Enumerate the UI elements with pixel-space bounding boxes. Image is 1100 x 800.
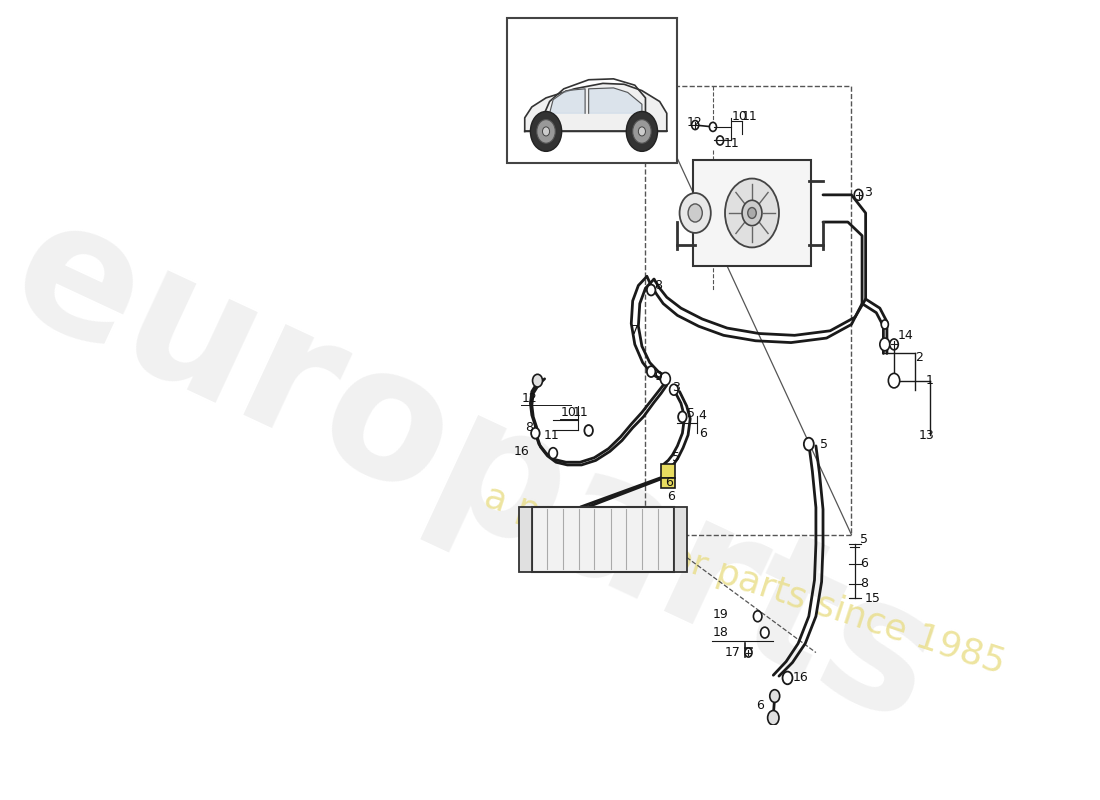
Text: europarts: europarts: [0, 181, 965, 762]
Circle shape: [678, 411, 686, 422]
Circle shape: [670, 384, 678, 395]
Text: 5: 5: [686, 406, 695, 420]
Text: 14: 14: [898, 329, 913, 342]
Text: 5: 5: [672, 451, 681, 464]
Text: 2: 2: [915, 351, 923, 365]
Polygon shape: [525, 83, 667, 131]
Circle shape: [530, 111, 562, 151]
FancyBboxPatch shape: [531, 506, 674, 572]
Circle shape: [638, 127, 646, 136]
Circle shape: [880, 338, 890, 350]
FancyBboxPatch shape: [661, 478, 675, 489]
Circle shape: [531, 428, 540, 438]
Text: 6: 6: [667, 490, 674, 503]
Circle shape: [804, 438, 814, 450]
Text: 1: 1: [926, 374, 934, 387]
Circle shape: [716, 136, 724, 145]
Circle shape: [770, 690, 780, 702]
Circle shape: [855, 190, 862, 200]
Polygon shape: [588, 88, 642, 114]
Circle shape: [760, 627, 769, 638]
FancyBboxPatch shape: [674, 506, 686, 572]
Text: 18: 18: [712, 626, 728, 639]
Text: 11: 11: [724, 137, 739, 150]
Text: 11: 11: [543, 429, 559, 442]
Circle shape: [632, 120, 651, 143]
Text: 12: 12: [521, 392, 537, 406]
FancyBboxPatch shape: [661, 464, 675, 478]
Text: a passion for parts since 1985: a passion for parts since 1985: [481, 479, 1010, 681]
Text: 16: 16: [514, 445, 530, 458]
Text: 16: 16: [792, 671, 808, 685]
Circle shape: [745, 648, 752, 657]
Circle shape: [889, 374, 900, 388]
Text: 11: 11: [742, 110, 758, 122]
Circle shape: [881, 320, 889, 329]
Circle shape: [542, 127, 550, 136]
Text: 17: 17: [725, 646, 741, 659]
Circle shape: [680, 193, 711, 233]
Text: 10: 10: [560, 406, 576, 419]
Circle shape: [647, 366, 656, 377]
Polygon shape: [550, 89, 585, 114]
Circle shape: [710, 122, 716, 131]
Circle shape: [742, 200, 762, 226]
Text: 7: 7: [631, 324, 639, 338]
Text: 19: 19: [712, 608, 728, 621]
Text: 3: 3: [672, 382, 680, 394]
Circle shape: [660, 373, 670, 385]
Text: 8: 8: [860, 577, 868, 590]
Circle shape: [689, 204, 702, 222]
Circle shape: [782, 671, 792, 684]
Text: 8: 8: [525, 422, 532, 434]
Text: 11: 11: [573, 406, 588, 419]
Circle shape: [692, 121, 698, 130]
Text: 13: 13: [918, 429, 935, 442]
Text: 10: 10: [733, 110, 748, 122]
Circle shape: [725, 178, 779, 247]
Text: 9: 9: [654, 370, 662, 382]
Circle shape: [584, 425, 593, 436]
Text: 5: 5: [821, 438, 828, 450]
Circle shape: [626, 111, 658, 151]
Circle shape: [549, 448, 558, 458]
Text: 6: 6: [757, 698, 764, 711]
Text: 5: 5: [860, 533, 868, 546]
FancyBboxPatch shape: [507, 18, 678, 163]
Text: 3: 3: [865, 186, 872, 198]
Text: 12: 12: [686, 116, 703, 129]
Text: 8: 8: [654, 279, 662, 292]
Circle shape: [537, 120, 556, 143]
Circle shape: [647, 285, 656, 295]
Circle shape: [754, 611, 762, 622]
Circle shape: [748, 207, 757, 218]
Text: 15: 15: [865, 592, 880, 605]
FancyBboxPatch shape: [693, 161, 811, 266]
Circle shape: [768, 710, 779, 725]
Text: 4: 4: [698, 410, 706, 422]
Text: 6: 6: [666, 476, 673, 489]
FancyBboxPatch shape: [519, 506, 531, 572]
Circle shape: [532, 374, 542, 387]
Circle shape: [890, 339, 899, 350]
Text: 6: 6: [860, 558, 868, 570]
Text: 6: 6: [698, 426, 706, 440]
